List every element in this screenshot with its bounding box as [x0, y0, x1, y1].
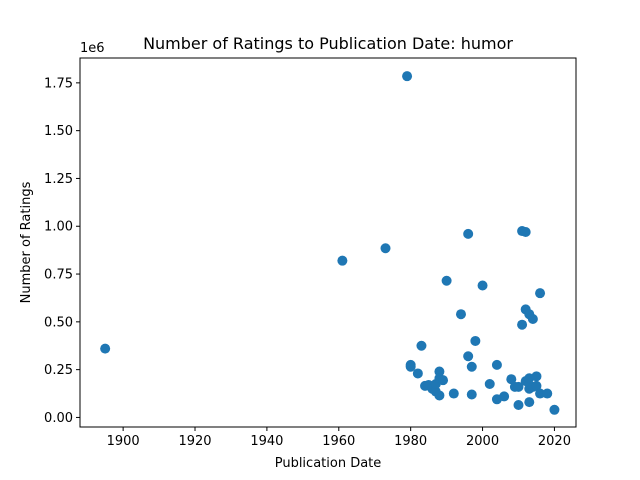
y-axis-label: Number of Ratings [19, 181, 34, 303]
data-point [466, 361, 477, 372]
y-tick-label: 0.75 [44, 268, 73, 283]
data-point [463, 351, 474, 362]
data-point [455, 309, 466, 320]
y-tick-label: 0.25 [44, 363, 73, 378]
x-tick-label: 2020 [538, 434, 571, 449]
x-tick-label: 1920 [178, 434, 211, 449]
x-axis: 1900 1920 1940 1960 1980 2000 2020 [107, 427, 571, 449]
chart-title: Number of Ratings to Publication Date: h… [143, 34, 513, 53]
data-point [513, 400, 524, 411]
data-point [484, 378, 495, 389]
x-tick-label: 2000 [466, 434, 499, 449]
data-point [463, 228, 474, 239]
data-point [524, 397, 535, 408]
x-tick-label: 1960 [322, 434, 355, 449]
data-point [441, 275, 452, 286]
data-point [531, 380, 542, 391]
data-point [520, 226, 531, 237]
data-point [513, 381, 524, 392]
data-point [100, 343, 111, 354]
y-axis: 0.00 0.25 0.50 0.75 1.00 1.25 1.50 1.75 [44, 76, 80, 426]
x-tick-label: 1900 [107, 434, 140, 449]
data-point [549, 404, 560, 415]
data-point [491, 359, 502, 370]
data-point [434, 390, 445, 401]
plot-area [79, 57, 577, 428]
data-point [531, 371, 542, 382]
data-point [477, 280, 488, 291]
y-axis-offset-label: 1e6 [80, 41, 105, 56]
data-point [405, 361, 416, 372]
data-point [506, 374, 517, 385]
x-axis-label: Publication Date [275, 456, 382, 471]
y-tick-label: 0.50 [44, 315, 73, 330]
data-point [517, 319, 528, 330]
data-point [380, 243, 391, 254]
data-point [499, 391, 510, 402]
y-tick-label: 0.00 [44, 411, 73, 426]
data-point [535, 288, 546, 299]
data-point [535, 388, 546, 399]
y-tick-label: 1.75 [44, 76, 73, 91]
data-point [470, 335, 481, 346]
data-point [438, 375, 449, 386]
data-point [542, 388, 553, 399]
y-tick-label: 1.25 [44, 172, 73, 187]
x-tick-label: 1980 [394, 434, 427, 449]
data-point [466, 389, 477, 400]
x-tick-label: 1940 [250, 434, 283, 449]
data-point [527, 313, 538, 324]
y-tick-label: 1.50 [44, 124, 73, 139]
data-point [402, 71, 413, 82]
data-point [448, 388, 459, 399]
data-point [416, 340, 427, 351]
data-point [412, 368, 423, 379]
data-points [100, 71, 560, 415]
y-tick-label: 1.00 [44, 220, 73, 235]
data-point [337, 255, 348, 266]
